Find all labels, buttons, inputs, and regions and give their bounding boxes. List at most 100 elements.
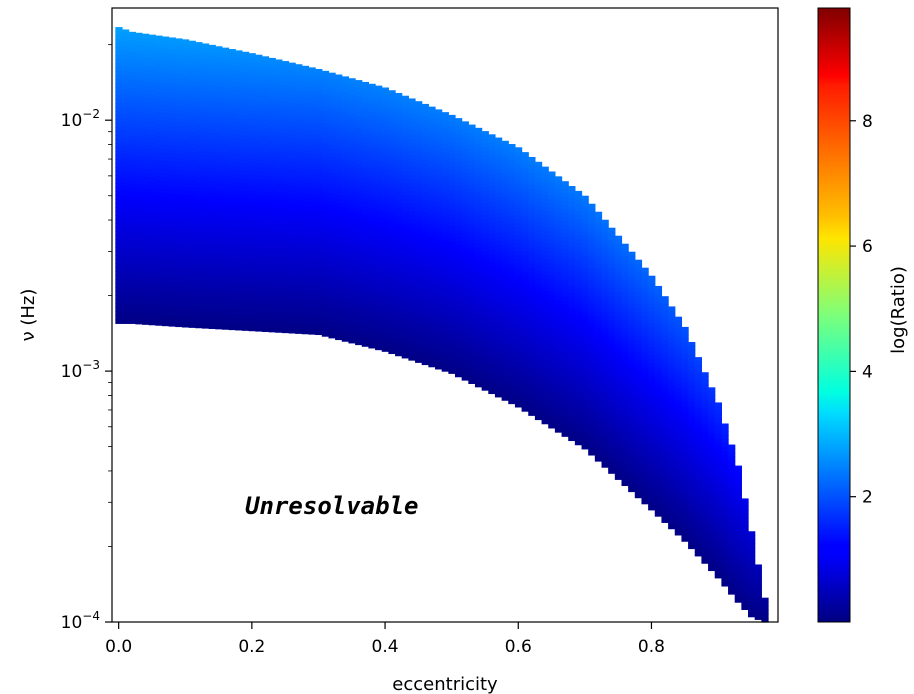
- heatmap-cell: [295, 116, 303, 122]
- heatmap-cell: [215, 320, 223, 326]
- heatmap-cell: [235, 226, 243, 231]
- heatmap-cell: [248, 157, 256, 163]
- heatmap-cell: [281, 292, 290, 298]
- heatmap-cell: [148, 118, 156, 123]
- heatmap-cell: [448, 146, 456, 152]
- heatmap-cell: [175, 310, 183, 316]
- heatmap-cell: [248, 169, 256, 175]
- heatmap-cell: [261, 231, 270, 237]
- heatmap-cell: [435, 348, 443, 354]
- heatmap-cell: [348, 238, 356, 244]
- heatmap-cell: [215, 300, 223, 306]
- heatmap-cell: [428, 330, 436, 336]
- heatmap-cell: [441, 363, 449, 368]
- heatmap-cell: [608, 267, 616, 273]
- heatmap-cell: [574, 315, 583, 321]
- heatmap-cell: [528, 236, 536, 242]
- heatmap-cell: [601, 247, 609, 253]
- heatmap-cell: [461, 173, 469, 178]
- heatmap-cell: [421, 103, 429, 109]
- heatmap-cell: [514, 350, 523, 356]
- heatmap-cell: [201, 167, 210, 173]
- heatmap-cell: [494, 137, 503, 143]
- heatmap-cell: [288, 317, 296, 322]
- heatmap-cell: [381, 107, 389, 113]
- heatmap-cell: [528, 304, 536, 309]
- heatmap-cell: [608, 296, 616, 301]
- heatmap-cell: [221, 156, 230, 161]
- heatmap-cell: [248, 262, 256, 267]
- heatmap-cell: [468, 228, 476, 233]
- heatmap-cell: [474, 211, 483, 217]
- heatmap-cell: [301, 201, 310, 207]
- heatmap-cell: [481, 318, 489, 323]
- heatmap-cell: [128, 179, 136, 185]
- heatmap-cell: [201, 311, 210, 317]
- heatmap-cell: [428, 210, 436, 216]
- heatmap-cell: [521, 315, 529, 321]
- heatmap-cell: [221, 180, 230, 185]
- heatmap-cell: [534, 322, 543, 328]
- heatmap-cell: [228, 273, 236, 279]
- heatmap-cell: [148, 62, 156, 68]
- heatmap-cell: [381, 215, 389, 220]
- heatmap-cell: [381, 327, 389, 332]
- heatmap-cell: [295, 68, 303, 73]
- heatmap-cell: [328, 237, 336, 242]
- heatmap-cell: [308, 246, 316, 252]
- heatmap-cell: [395, 311, 403, 317]
- heatmap-cell: [508, 160, 516, 165]
- heatmap-cell: [501, 196, 509, 202]
- heatmap-cell: [348, 190, 356, 196]
- heatmap-cell: [335, 162, 343, 168]
- heatmap-cell: [268, 134, 276, 140]
- heatmap-cell: [428, 114, 436, 120]
- heatmap-cell: [421, 304, 429, 309]
- heatmap-cell: [301, 301, 310, 307]
- heatmap-cell: [581, 424, 589, 430]
- heatmap-cell: [295, 224, 303, 230]
- heatmap-cell: [115, 199, 123, 204]
- heatmap-cell: [121, 154, 130, 159]
- heatmap-cell: [388, 225, 396, 231]
- heatmap-cell: [228, 265, 236, 270]
- heatmap-cell: [175, 266, 183, 272]
- heatmap-cell: [448, 226, 456, 231]
- heatmap-cell: [368, 239, 376, 245]
- heatmap-cell: [588, 239, 596, 245]
- heatmap-cell: [388, 221, 396, 227]
- heatmap-cell: [321, 139, 330, 144]
- heatmap-cell: [288, 305, 296, 310]
- heatmap-cell: [121, 295, 130, 300]
- heatmap-cell: [288, 253, 296, 258]
- heatmap-cell: [275, 183, 283, 189]
- heatmap-cell: [508, 339, 516, 345]
- heatmap-cell: [315, 85, 323, 90]
- heatmap-cell: [141, 133, 150, 138]
- heatmap-cell: [215, 161, 223, 167]
- heatmap-cell: [148, 237, 156, 242]
- heatmap-cell: [141, 316, 150, 321]
- heatmap-cell: [255, 234, 263, 240]
- heatmap-cell: [175, 218, 183, 224]
- heatmap-cell: [235, 297, 243, 303]
- heatmap-cell: [508, 152, 516, 157]
- heatmap-cell: [321, 320, 330, 325]
- heatmap-cell: [548, 219, 556, 225]
- heatmap-cell: [141, 173, 150, 178]
- heatmap-cell: [321, 215, 330, 221]
- heatmap-cell: [581, 420, 589, 426]
- heatmap-cell: [554, 268, 563, 273]
- heatmap-cell: [468, 176, 476, 181]
- heatmap-cell: [288, 293, 296, 298]
- heatmap-cell: [408, 263, 416, 269]
- heatmap-cell: [568, 209, 576, 215]
- heatmap-cell: [594, 436, 603, 442]
- heatmap-cell: [261, 64, 270, 69]
- heatmap-cell: [328, 269, 336, 275]
- heatmap-cell: [188, 108, 196, 113]
- heatmap-cell: [415, 189, 423, 195]
- heatmap-cell: [141, 204, 150, 210]
- heatmap-cell: [361, 234, 370, 239]
- heatmap-cell: [175, 166, 183, 172]
